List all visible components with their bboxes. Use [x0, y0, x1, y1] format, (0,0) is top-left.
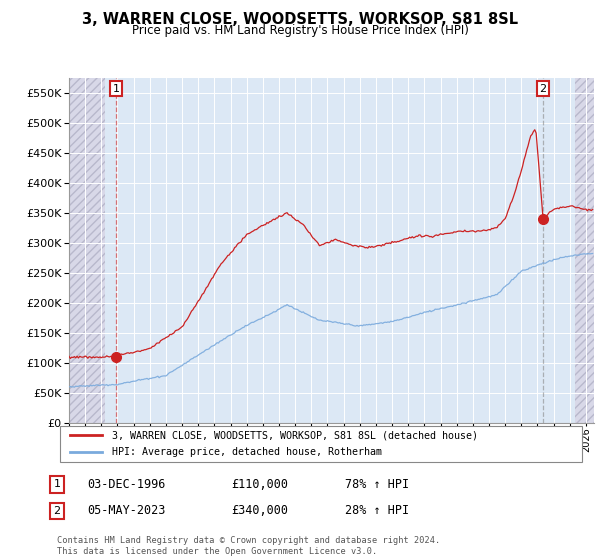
- Text: 3, WARREN CLOSE, WOODSETTS, WORKSOP, S81 8SL: 3, WARREN CLOSE, WOODSETTS, WORKSOP, S81…: [82, 12, 518, 27]
- Text: HPI: Average price, detached house, Rotherham: HPI: Average price, detached house, Roth…: [112, 447, 382, 457]
- Text: 1: 1: [113, 83, 119, 94]
- Text: £340,000: £340,000: [231, 504, 288, 517]
- Bar: [69, 78, 104, 423]
- FancyBboxPatch shape: [60, 426, 582, 462]
- Bar: [575, 78, 594, 423]
- Text: 2: 2: [539, 83, 547, 94]
- Text: £110,000: £110,000: [231, 478, 288, 491]
- Text: 05-MAY-2023: 05-MAY-2023: [87, 504, 166, 517]
- Text: 2: 2: [53, 506, 61, 516]
- Text: 03-DEC-1996: 03-DEC-1996: [87, 478, 166, 491]
- Text: 28% ↑ HPI: 28% ↑ HPI: [345, 504, 409, 517]
- Text: 78% ↑ HPI: 78% ↑ HPI: [345, 478, 409, 491]
- Text: Price paid vs. HM Land Registry's House Price Index (HPI): Price paid vs. HM Land Registry's House …: [131, 24, 469, 36]
- Text: 3, WARREN CLOSE, WOODSETTS, WORKSOP, S81 8SL (detached house): 3, WARREN CLOSE, WOODSETTS, WORKSOP, S81…: [112, 431, 478, 440]
- Text: 1: 1: [53, 479, 61, 489]
- Text: Contains HM Land Registry data © Crown copyright and database right 2024.
This d: Contains HM Land Registry data © Crown c…: [57, 536, 440, 556]
